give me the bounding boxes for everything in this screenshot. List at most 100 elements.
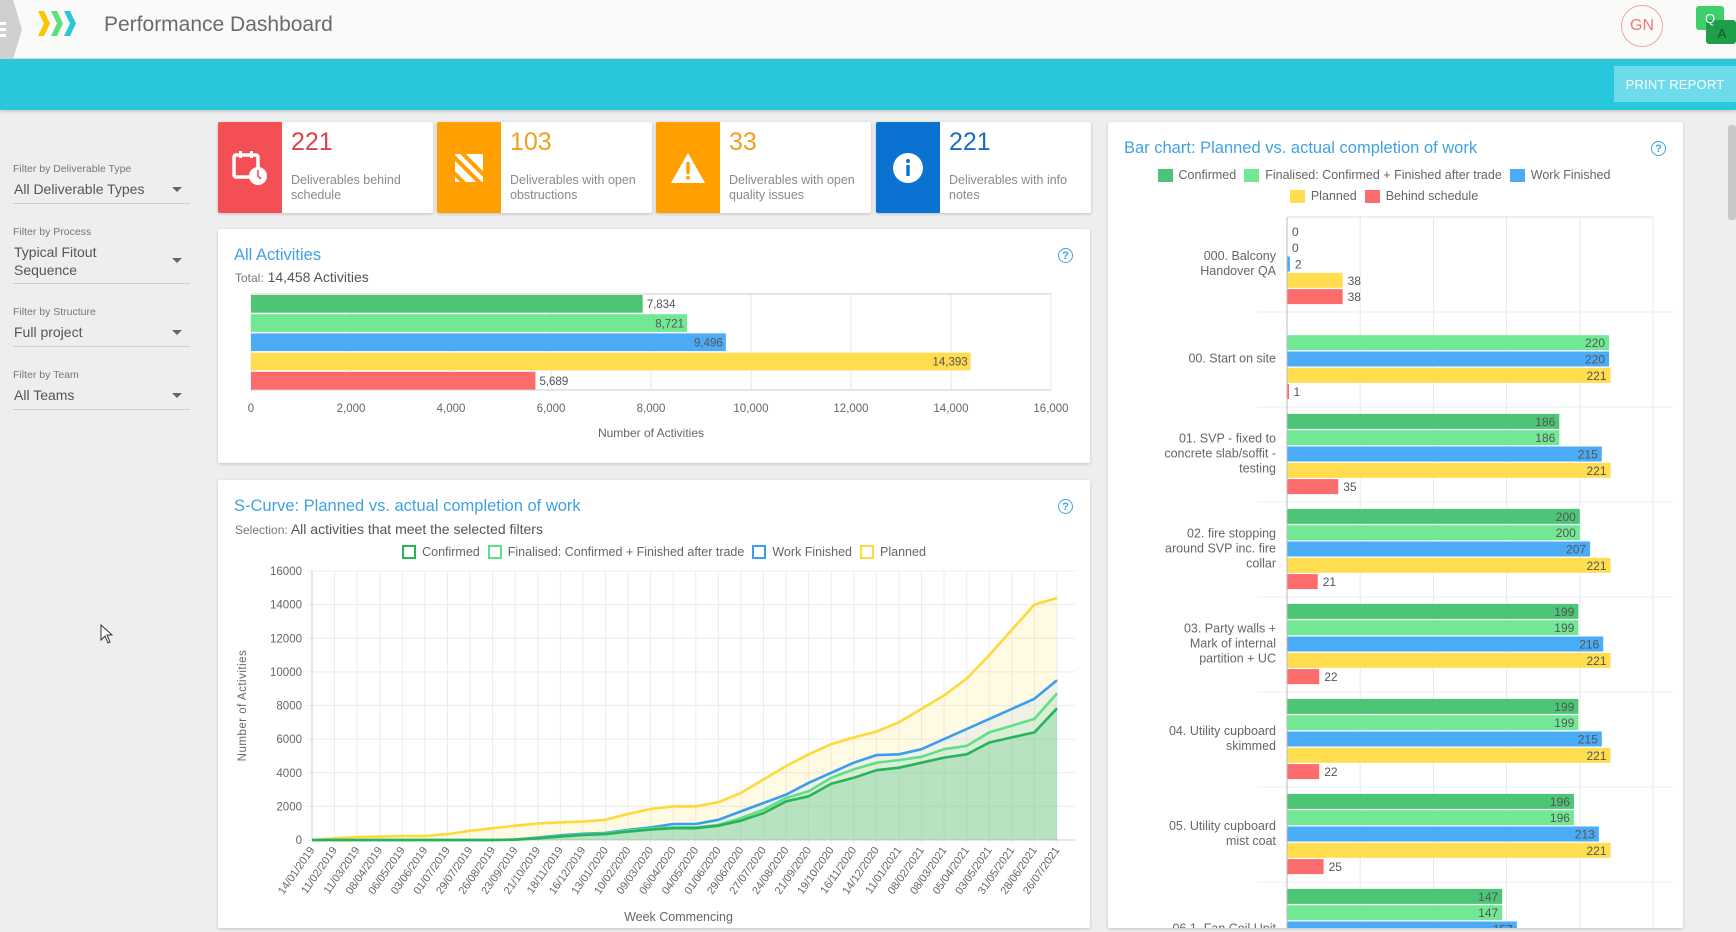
page-scrollbar[interactable]: [1728, 125, 1736, 220]
x-tick-label: 4,000: [437, 403, 466, 415]
help-icon[interactable]: ?: [1058, 248, 1073, 263]
x-tick-label: 12,000: [833, 403, 868, 415]
y-tick-label: 16000: [270, 566, 302, 578]
grouped-bar-chart: 0 0 2 38 38 220 220 221 1 186 186 215 221 35 200 200 207…: [1257, 216, 1673, 928]
card-value: 103: [510, 128, 552, 156]
card-label: Deliverables with info notes: [949, 173, 1068, 202]
legend-item[interactable]: Planned: [860, 545, 926, 559]
bar-value-label: 1: [1293, 385, 1300, 399]
bar-value-label: 220: [1585, 353, 1605, 367]
y-tick-label: 2000: [276, 801, 302, 813]
series-area: [312, 680, 1057, 840]
legend-item[interactable]: Confirmed: [402, 545, 480, 559]
bar: [1287, 652, 1611, 668]
select-value: All Deliverable Types: [14, 181, 145, 197]
legend-item[interactable]: Planned: [1289, 189, 1357, 203]
qa-help-icon[interactable]: Q A: [1694, 4, 1736, 46]
bar: [251, 295, 643, 313]
toolbar: PRINT REPORT: [0, 59, 1736, 110]
select-value: Full project: [14, 324, 83, 340]
legend-item[interactable]: Behind schedule: [1364, 189, 1479, 203]
legend-label: Planned: [880, 545, 926, 559]
selection-value: All activities that meet the selected fi…: [290, 521, 543, 537]
bar: [1287, 384, 1289, 400]
category-label: 000. Balcony Handover QA: [1200, 249, 1276, 278]
legend-swatch: [1289, 189, 1305, 203]
bar-value-label: 196: [1550, 795, 1570, 809]
mouse-cursor-icon: [100, 624, 114, 644]
bar: [251, 314, 688, 332]
card-value: 221: [291, 128, 333, 156]
s-curve-legend: Confirmed Finalised: Confirmed + Finished…: [318, 545, 1018, 566]
filter-sidebar: Filter by Deliverable Type All Deliverab…: [13, 163, 190, 432]
bar: [1287, 525, 1580, 541]
bar: [1287, 256, 1290, 272]
bar-value-label: 2: [1295, 258, 1302, 272]
series-area: [312, 708, 1057, 840]
y-tick-label: 14000: [270, 600, 302, 612]
bar: [1287, 603, 1579, 619]
filter-label: Filter by Team: [13, 369, 79, 381]
filter-process: Filter by Process Typical Fitout Sequenc…: [13, 226, 190, 284]
structure-select[interactable]: Full project: [13, 323, 190, 347]
legend-label: Finalised: Confirmed + Finished after tr…: [507, 545, 745, 559]
series-line: [312, 707, 1058, 842]
card-quality-issues[interactable]: 33 Deliverables with open quality issues: [656, 122, 871, 213]
legend-item[interactable]: Confirmed: [1157, 168, 1236, 182]
bar-value-label: 186: [1535, 415, 1555, 429]
y-tick-label: 6000: [276, 734, 302, 746]
print-report-button[interactable]: PRINT REPORT: [1614, 66, 1736, 102]
x-tick-label: 0: [248, 403, 254, 415]
legend-item[interactable]: Finalised: Confirmed + Finished after tr…: [487, 545, 745, 559]
bar-chart-panel: Bar chart: Planned vs. actual completion…: [1108, 122, 1683, 928]
legend-item[interactable]: Work Finished: [1509, 168, 1610, 182]
legend-label: Behind schedule: [1385, 189, 1479, 203]
y-axis-title: Number of Activities: [237, 650, 249, 762]
legend-item[interactable]: Work Finished: [752, 545, 852, 559]
bar: [251, 371, 536, 390]
bar: [251, 333, 726, 352]
deliverable-type-select[interactable]: All Deliverable Types: [13, 180, 190, 204]
series-area: [312, 693, 1057, 840]
card-label: Deliverables with open quality issues: [729, 173, 855, 202]
legend-item[interactable]: Finalised: Confirmed + Finished after tr…: [1244, 168, 1502, 182]
series-area: [312, 598, 1057, 840]
caret-down-icon: [172, 392, 182, 398]
caret-down-icon: [172, 186, 182, 192]
bar: [1287, 715, 1579, 731]
card-open-obstructions[interactable]: 103 Deliverables with open obstructions: [437, 122, 652, 213]
filter-label: Filter by Structure: [13, 306, 96, 318]
bar: [1287, 888, 1503, 904]
card-info-notes[interactable]: 221 Deliverables with info notes: [876, 122, 1091, 213]
x-tick-label: 14,000: [933, 403, 968, 415]
bar-value-label: 199: [1554, 716, 1574, 730]
bar-value-label: 221: [1587, 844, 1607, 858]
team-select[interactable]: All Teams: [13, 386, 190, 410]
bar: [1287, 620, 1579, 636]
card-behind-schedule[interactable]: 221 Deliverables behind schedule: [218, 122, 433, 213]
bar-value-label: 0: [1292, 225, 1299, 239]
bar-value-label: 8,721: [655, 318, 684, 330]
x-tick-label: 6,000: [537, 403, 566, 415]
help-icon[interactable]: ?: [1058, 499, 1073, 514]
bar-chart-legend: Confirmed Finalised: Confirmed + Finished…: [1148, 168, 1628, 210]
process-select[interactable]: Typical Fitout Sequence: [13, 243, 190, 284]
bar: [1287, 541, 1591, 557]
bar: [251, 352, 971, 371]
user-avatar[interactable]: GN: [1621, 5, 1663, 47]
all-activities-chart: 0 2,000 4,000 6,000 8,000 10,000 12,000 14,000 1…: [248, 293, 1069, 440]
bar: [1287, 367, 1611, 383]
menu-toggle-button[interactable]: [0, 0, 22, 59]
bar-value-label: 215: [1578, 733, 1598, 747]
x-tick-label: 10,000: [733, 403, 768, 415]
bar-value-label: 215: [1578, 448, 1598, 462]
bar: [1287, 272, 1343, 288]
legend-swatch: [752, 545, 767, 559]
filter-label: Filter by Process: [13, 226, 92, 238]
s-curve-panel: S-Curve: Planned vs. actual completion o…: [218, 480, 1090, 928]
y-tick-label: 12000: [270, 633, 302, 645]
help-icon[interactable]: ?: [1651, 141, 1666, 156]
app-header: Performance Dashboard GN Q A: [0, 0, 1736, 59]
bar: [1287, 351, 1610, 367]
info-icon: [876, 122, 940, 213]
